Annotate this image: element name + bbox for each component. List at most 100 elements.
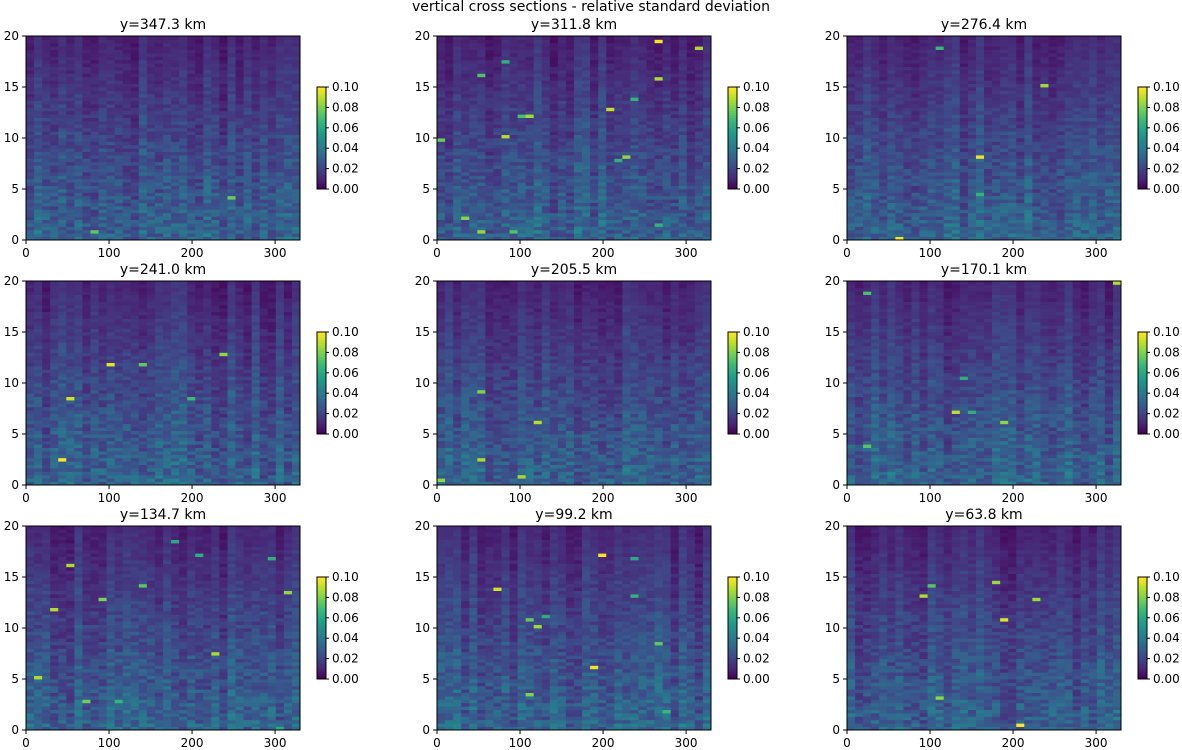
heatmap-cell [549,192,559,197]
heatmap-cell [1040,182,1049,186]
heatmap-cell [163,172,172,176]
heatmap-cell [477,138,486,142]
heatmap-cell [630,202,639,207]
heatmap-cell [154,148,164,152]
heatmap-cell [477,206,486,210]
heatmap-cell [154,121,164,125]
heatmap-cell [243,199,253,203]
heatmap-cell [598,199,607,203]
heatmap-cell [66,42,75,47]
heatmap-cell [469,49,478,54]
heatmap-cell [533,144,543,149]
heatmap-cell [291,151,301,156]
heatmap-cell [461,195,470,200]
heatmap-cell [66,212,75,217]
heatmap-cell [927,175,937,180]
heatmap-cell [203,192,212,197]
heatmap-cell [259,39,269,44]
heatmap-cell [251,226,261,231]
heatmap-cell [291,202,301,207]
heatmap-cell [662,178,672,183]
heatmap-cell [493,236,502,241]
heatmap-cell [598,233,607,237]
heatmap-cell [525,90,535,95]
heatmap-cell [34,131,43,135]
heatmap-cell [1088,202,1098,207]
heatmap-cell [138,195,148,200]
heatmap-cell [678,144,688,149]
heatmap-cell [66,144,75,149]
heatmap-cell [42,195,51,200]
heatmap-cell [267,114,277,118]
heatmap-cell [203,189,212,193]
heatmap-cell [887,236,896,241]
heatmap-cell [533,114,543,118]
heatmap-cell [630,165,639,169]
heatmap-cell [630,56,639,61]
heatmap-cell [598,39,607,44]
heatmap-cell [662,175,672,180]
heatmap-cell [243,144,253,149]
heatmap-cell [171,226,180,231]
heatmap-cell [549,195,559,200]
heatmap-cell [34,209,43,214]
heatmap-cell [461,110,470,115]
heatmap-cell [82,117,91,122]
heatmap-cell [622,56,631,61]
heatmap-cell [694,134,704,139]
heatmap-cell [243,148,253,152]
heatmap-cell [590,100,599,105]
heatmap-cell [82,97,91,101]
heatmap-cell [267,216,277,220]
heatmap-cell [895,206,904,210]
heatmap-cell [959,175,969,180]
heatmap-cell [614,151,623,156]
heatmap-cell [211,70,220,74]
heatmap-cell [203,121,212,125]
heatmap-cell [114,144,124,149]
heatmap-cell [1088,195,1098,200]
heatmap-cell [251,223,261,227]
heatmap-cell [1072,199,1082,203]
heatmap-cell [1072,165,1082,169]
heatmap-cell [283,76,293,81]
heatmap-cell [485,138,494,142]
heatmap-cell [291,168,301,173]
heatmap-cell [203,216,212,220]
heatmap-cell [614,127,623,132]
heatmap-cell [935,236,945,241]
heatmap-cell [638,175,647,180]
heatmap-cell [42,199,51,203]
heatmap-cell [670,80,680,84]
heatmap-cell [42,226,51,231]
heatmap-cell [525,117,535,122]
heatmap-cell [686,168,696,173]
heatmap-cell [146,209,156,214]
colorbar-band [317,107,326,111]
heatmap-cell [203,151,212,156]
heatmap-cell [565,155,575,159]
heatmap-cell [251,206,261,210]
heatmap-cell [509,165,518,169]
heatmap-cell [686,46,696,50]
heatmap-cell [235,83,244,88]
heatmap-cell [251,121,261,125]
heatmap-cell [130,148,140,152]
heatmap-cell [445,148,454,152]
heatmap-cell [122,195,132,200]
heatmap-cell [943,175,953,180]
heatmap-cell [702,141,712,146]
heatmap-cell [291,90,301,95]
heatmap-cell [694,192,704,197]
heatmap-cell [211,172,220,176]
heatmap-cell [1056,223,1065,227]
heatmap-cell [533,70,543,74]
heatmap-cell [66,199,75,203]
colorbar-band [317,168,326,172]
heatmap-cell [50,178,59,183]
heatmap-cell [975,209,985,214]
heatmap-cell [275,138,285,142]
heatmap-cell [187,117,196,122]
heatmap-cell [26,212,35,217]
heatmap-cell [211,66,220,71]
